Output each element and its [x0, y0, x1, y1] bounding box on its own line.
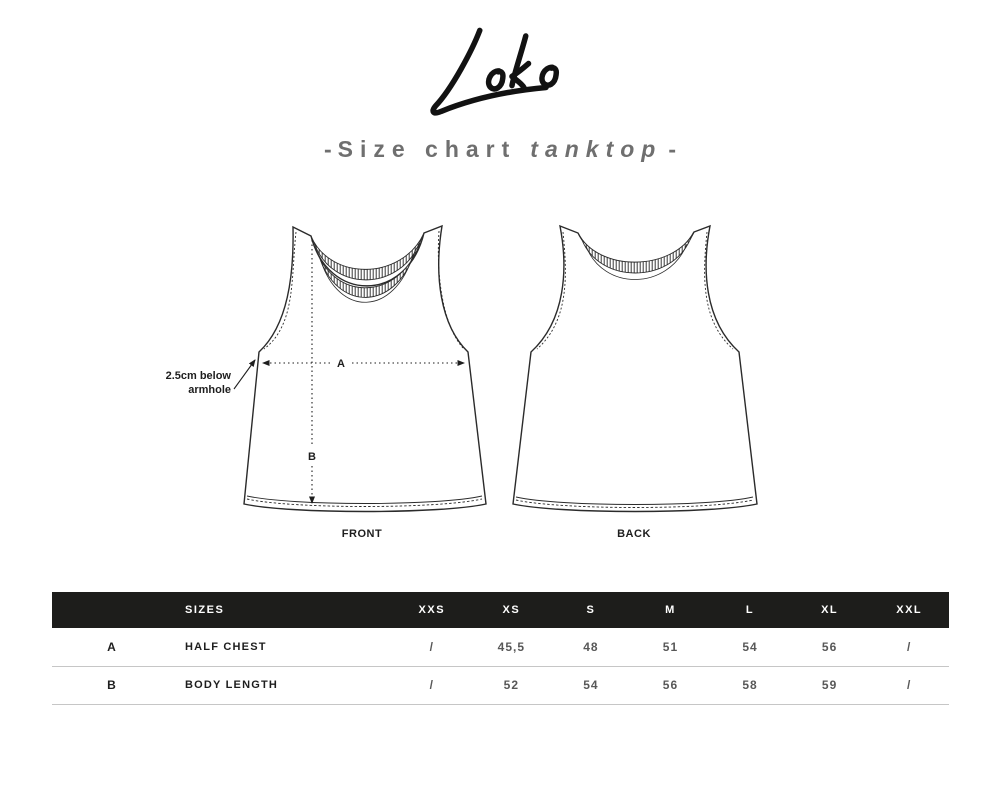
header-xl: XL [821, 604, 839, 616]
header-m: M [665, 604, 676, 616]
title-dash-right: - [668, 136, 677, 162]
measure-b-label: B [308, 451, 316, 463]
title-text: Size chart [337, 136, 517, 162]
header-l: L [745, 604, 755, 616]
title-dash-left: - [323, 136, 332, 162]
value-xxl: / [907, 639, 912, 654]
size-table-header-row: SIZES XXS XS S M L XL XXL [52, 592, 949, 628]
brand-logo [408, 22, 592, 118]
header-s: S [586, 604, 596, 616]
header-sizes: SIZES [185, 604, 225, 616]
value-xs: 45,5 [497, 639, 526, 654]
header-xs: XS [502, 604, 521, 616]
brand-logo-icon [430, 27, 560, 116]
page-title: - Size chart tanktop - [0, 136, 1000, 163]
measure-a-label: A [337, 358, 345, 370]
back-garment-drawing [512, 224, 758, 513]
value-xs: 52 [503, 678, 520, 692]
value-xxs: / [429, 678, 434, 692]
table-row-half-chest: A HALF CHEST / 45,5 48 51 54 56 / [52, 628, 949, 666]
row-letter: A [107, 639, 117, 654]
value-xl: 56 [821, 639, 838, 654]
back-view-label: BACK [617, 528, 651, 540]
tanktop-technical-drawing: A B 2.5cm below armhole FRONT BACK [150, 183, 800, 549]
tanktop-diagram-svg: A B 2.5cm below armhole FRONT BACK [166, 224, 758, 540]
measure-a-line: A [262, 358, 465, 370]
value-xxs: / [429, 639, 434, 654]
value-m: 56 [662, 678, 679, 692]
header-xxl: XXL [896, 604, 923, 616]
annotation-line2: armhole [188, 384, 231, 396]
armhole-annotation: 2.5cm below armhole [166, 359, 256, 396]
title-italic-text: tanktop [530, 136, 663, 162]
value-l: 58 [742, 678, 758, 692]
front-view-label: FRONT [342, 528, 382, 540]
value-s: 54 [583, 678, 599, 692]
table-row-body-length: B BODY LENGTH / 52 54 56 58 59 / [52, 666, 949, 704]
value-xxl: / [907, 678, 912, 692]
row-label: HALF CHEST [185, 640, 267, 653]
row-label: BODY LENGTH [185, 679, 279, 691]
value-s: 48 [583, 639, 599, 654]
row-letter: B [107, 678, 117, 692]
annotation-line1: 2.5cm below [166, 370, 232, 382]
value-m: 51 [662, 639, 679, 654]
size-table: SIZES XXS XS S M L XL XXL A HALF CHEST /… [52, 592, 949, 705]
header-spacer [52, 592, 172, 628]
front-garment-drawing [243, 224, 487, 513]
value-l: 54 [742, 639, 758, 654]
measure-b-line: B [308, 240, 316, 504]
header-xxs: XXS [418, 604, 446, 616]
value-xl: 59 [821, 678, 838, 692]
